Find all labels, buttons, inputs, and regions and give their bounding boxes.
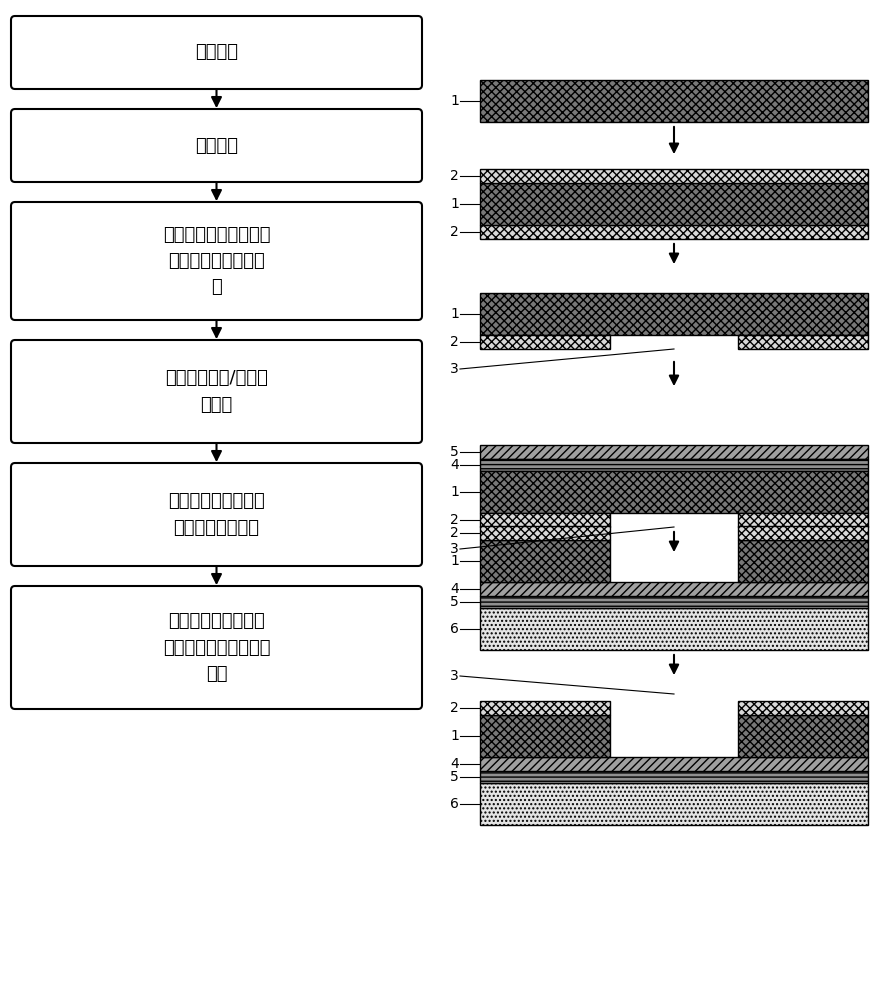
Text: 4: 4: [450, 458, 459, 472]
Text: 2: 2: [450, 701, 459, 715]
Text: 去除一面氧化层，在另
一面中心加工一个盲
孔: 去除一面氧化层，在另 一面中心加工一个盲 孔: [163, 226, 271, 296]
Text: 4: 4: [450, 582, 459, 596]
Text: 1: 1: [450, 729, 459, 743]
Bar: [480, 445, 868, 459]
Bar: [480, 335, 610, 349]
Text: 1: 1: [450, 485, 459, 499]
FancyBboxPatch shape: [11, 586, 422, 709]
Text: 单晶硅片: 单晶硅片: [195, 43, 238, 62]
Text: 4: 4: [450, 757, 459, 771]
Text: 5: 5: [450, 770, 459, 784]
Bar: [480, 715, 610, 757]
Bar: [480, 783, 868, 825]
Bar: [480, 169, 868, 183]
Bar: [480, 757, 868, 771]
Text: 1: 1: [450, 307, 459, 321]
Text: 2: 2: [450, 513, 459, 527]
Bar: [480, 80, 868, 122]
Text: 5: 5: [450, 445, 459, 459]
Bar: [480, 582, 868, 596]
Text: 2: 2: [450, 526, 459, 540]
Bar: [738, 335, 868, 349]
FancyBboxPatch shape: [11, 109, 422, 182]
Bar: [738, 701, 868, 715]
Bar: [738, 526, 868, 540]
FancyBboxPatch shape: [11, 463, 422, 566]
Text: 6: 6: [450, 622, 459, 636]
Text: 1: 1: [450, 197, 459, 211]
FancyBboxPatch shape: [11, 202, 422, 320]
Text: 制备铁电层和/或铁磁
层薄膜: 制备铁电层和/或铁磁 层薄膜: [165, 369, 268, 414]
Bar: [480, 526, 610, 540]
Bar: [480, 293, 868, 335]
Text: 1: 1: [450, 94, 459, 108]
Text: 2: 2: [450, 225, 459, 239]
Bar: [480, 596, 868, 608]
Bar: [480, 771, 868, 783]
Bar: [480, 513, 610, 527]
Bar: [738, 715, 868, 757]
Bar: [738, 540, 868, 582]
Text: 双面氧化: 双面氧化: [195, 136, 238, 154]
Text: 5: 5: [450, 595, 459, 609]
Bar: [480, 459, 868, 471]
Text: 3: 3: [450, 542, 459, 556]
Text: 1: 1: [450, 554, 459, 568]
Bar: [480, 540, 610, 582]
Text: 放入腐蚀液中腐蚀盲
孔剩余部分，得到鼓包
试样: 放入腐蚀液中腐蚀盲 孔剩余部分，得到鼓包 试样: [163, 612, 271, 683]
Text: 2: 2: [450, 335, 459, 349]
Bar: [480, 608, 868, 650]
Bar: [738, 513, 868, 527]
Bar: [480, 471, 868, 513]
Bar: [480, 183, 868, 225]
Text: 2: 2: [450, 169, 459, 183]
Text: 6: 6: [450, 797, 459, 811]
FancyBboxPatch shape: [11, 340, 422, 443]
Bar: [480, 701, 610, 715]
Text: 3: 3: [450, 669, 459, 683]
FancyBboxPatch shape: [11, 16, 422, 89]
Text: 3: 3: [450, 362, 459, 376]
Bar: [480, 225, 868, 239]
Text: 将所得试样粘结到带
圆孔的石英衬底上: 将所得试样粘结到带 圆孔的石英衬底上: [168, 492, 265, 537]
